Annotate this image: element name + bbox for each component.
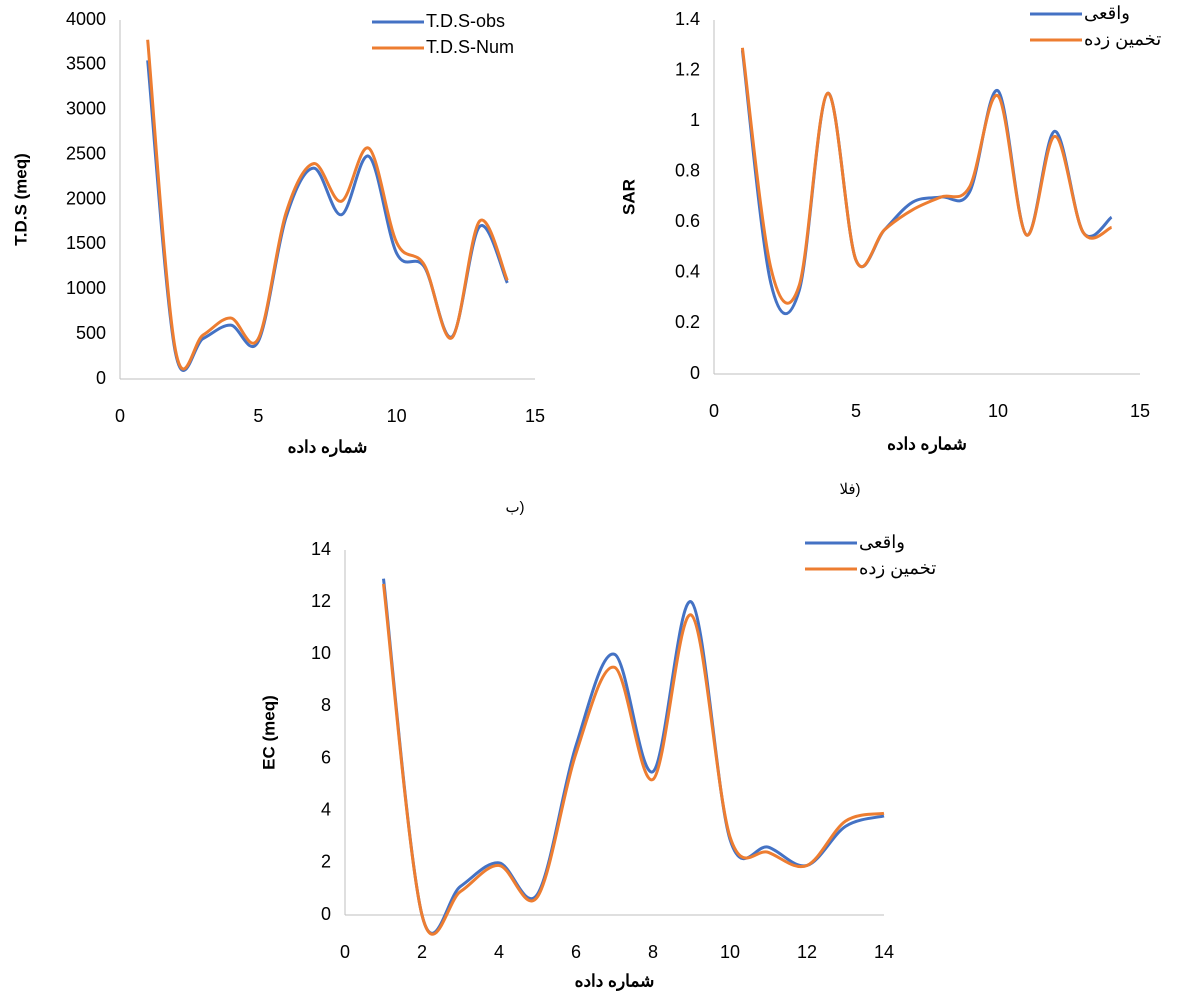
y-tick-label: 1500 [66,233,106,253]
y-tick-label: 12 [311,591,331,611]
x-tick-label: 10 [988,401,1008,421]
legend-label: تخمین زده [859,558,936,579]
caption: ب) [505,499,524,516]
legend-label: واقعی [1084,3,1130,24]
y-tick-label: 0 [690,363,700,383]
y-tick-label: 3000 [66,99,106,119]
x-tick-label: 10 [387,406,407,426]
y-tick-label: 6 [321,747,331,767]
x-tick-label: 8 [648,942,658,962]
y-tick-label: 500 [76,323,106,343]
x-tick-label: 15 [1130,401,1150,421]
y-tick-label: 0 [321,904,331,924]
x-tick-label: 15 [525,406,545,426]
x-tick-label: 0 [115,406,125,426]
x-tick-label: 0 [340,942,350,962]
legend-label: تخمین زده [1084,29,1161,50]
y-tick-label: 4000 [66,9,106,29]
y-tick-label: 4 [321,799,331,819]
x-axis-title: شماره داده [288,437,368,457]
x-axis-title: شماره داده [887,434,967,454]
x-tick-label: 4 [494,942,504,962]
y-tick-label: 14 [311,539,331,559]
legend-label: واقعی [859,532,905,553]
y-tick-label: 10 [311,643,331,663]
y-tick-label: 1000 [66,278,106,298]
x-tick-label: 12 [797,942,817,962]
y-tick-label: 2500 [66,143,106,163]
series-line [146,60,509,372]
y-tick-label: 0.2 [675,312,700,332]
y-tick-label: 1.2 [675,59,700,79]
y-tick-label: 2 [321,852,331,872]
legend-label: T.D.S-Num [426,37,514,57]
x-axis-title: شماره داده [575,971,655,991]
y-tick-label: 0 [96,368,106,388]
series-line [382,583,885,936]
legend-label: T.D.S-obs [426,11,505,31]
y-tick-label: 1 [690,110,700,130]
x-tick-label: 6 [571,942,581,962]
y-axis-title: SAR [619,179,638,215]
x-tick-label: 5 [253,406,263,426]
series-line [382,578,885,935]
y-tick-label: 0.4 [675,262,700,282]
series-line [740,50,1113,316]
series-line [146,39,509,371]
x-tick-label: 10 [720,942,740,962]
y-axis-title: T.D.S (meq) [11,153,30,246]
y-tick-label: 0.8 [675,160,700,180]
series-line [740,47,1113,305]
y-tick-label: 8 [321,695,331,715]
x-tick-label: 2 [417,942,427,962]
y-tick-label: 0.6 [675,211,700,231]
y-axis-title: EC (meq) [259,695,278,770]
y-tick-label: 3500 [66,54,106,74]
caption: الف) [839,481,860,498]
y-tick-label: 1.4 [675,9,700,29]
x-tick-label: 0 [709,401,719,421]
x-tick-label: 5 [851,401,861,421]
y-tick-label: 2000 [66,188,106,208]
x-tick-label: 14 [874,942,894,962]
